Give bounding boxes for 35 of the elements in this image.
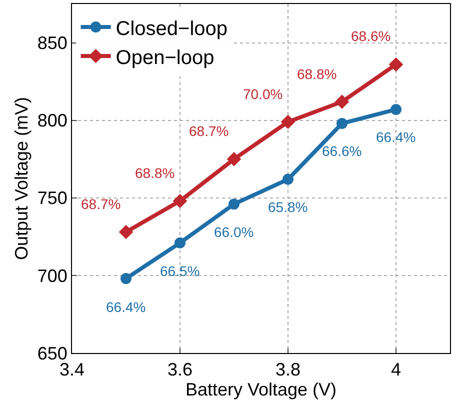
point [226,152,242,166]
x-tick-label: 3.6 [167,360,193,380]
annotation: 68.6% [351,28,391,44]
annotation: 68.7% [189,123,229,139]
y-tick-label: 850 [37,33,68,54]
annotation: 65.8% [268,199,308,215]
point [388,57,404,72]
point [120,273,132,284]
annotation: 68.8% [297,66,337,82]
point [228,198,240,210]
annotation: 66.0% [214,224,254,240]
x-tick-label: 4 [390,360,402,380]
point [390,104,402,115]
point [172,194,188,208]
point [280,114,296,130]
annotation: 66.4% [106,299,146,315]
x-axis-title: Battery Voltage (V) [185,380,337,400]
legend-label: Closed−loop [116,18,228,40]
point [282,174,294,185]
legend-label: Open−loop [116,46,214,69]
annotation: 66.6% [322,143,362,159]
y-axis-title: Output Voltage (mV) [12,96,32,260]
x-tick-label: 3.8 [275,360,301,380]
point [118,224,134,240]
point [174,237,186,248]
annotation: 68.8% [135,165,175,181]
annotation: 66.4% [376,129,416,145]
annotation: 66.5% [160,263,200,279]
y-tick-label: 750 [37,188,68,208]
point [334,94,350,109]
annotation: 68.7% [81,196,121,212]
annotation: 70.0% [243,86,283,102]
y-tick-label: 700 [37,266,68,286]
point [336,118,348,129]
y-tick-label: 800 [37,110,68,131]
